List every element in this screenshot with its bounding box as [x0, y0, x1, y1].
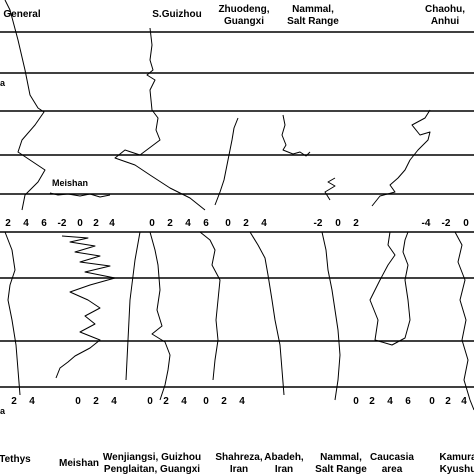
- tethys-curve: [4, 231, 21, 396]
- bottom-panel-curves: [4, 231, 474, 411]
- tick-label: 2: [445, 396, 451, 407]
- meishan-curve: [49, 192, 111, 198]
- tick-label: -2: [442, 218, 451, 229]
- tick-label: 4: [111, 396, 117, 407]
- tick-label: 2: [93, 218, 99, 229]
- tick-label: 0: [203, 396, 209, 407]
- tick-label: 0: [335, 218, 341, 229]
- side-label: a: [0, 406, 6, 416]
- tick-label: 6: [41, 218, 47, 229]
- column-header-line2: Kyushu: [440, 464, 474, 474]
- tick-label: 4: [387, 396, 393, 407]
- column-header: Shahreza,: [215, 452, 262, 463]
- sguizhou-curve: [114, 27, 206, 211]
- column-header-line2: Guangxi: [224, 16, 264, 27]
- tick-label: 4: [109, 218, 115, 229]
- tick-label: 4: [261, 218, 267, 229]
- tick-label: -4: [422, 218, 431, 229]
- tick-label: 0: [147, 396, 153, 407]
- nammal-bottom-curve: [321, 231, 341, 401]
- abadeh-curve: [249, 231, 285, 396]
- tick-label: 0: [77, 218, 83, 229]
- general-curve: [4, 0, 46, 211]
- top-axis-ticks: 2 4 6 -2 0 2 4 0 2 4 6 0 2 4 -2 0 2 -4 -…: [5, 218, 469, 229]
- tick-label: 0: [353, 396, 359, 407]
- tick-label: 4: [29, 396, 35, 407]
- column-header: Abadeh,: [264, 452, 304, 463]
- column-header-line2: Iran: [275, 464, 293, 474]
- tick-label: 0: [429, 396, 435, 407]
- side-label: a: [0, 78, 6, 88]
- meishan-bottom-curve: [55, 235, 116, 379]
- column-header: Wenjiangsi, Guizhou: [103, 452, 201, 463]
- column-header-line2: Penglaitan, Guangxi: [104, 464, 200, 474]
- tick-label: 0: [149, 218, 155, 229]
- tick-label: 2: [369, 396, 375, 407]
- column-header: Kamura: [439, 452, 474, 463]
- column-header-line2: area: [382, 464, 403, 474]
- column-header: Chaohu,: [425, 4, 465, 15]
- tick-label: -2: [58, 218, 67, 229]
- tick-label: 4: [23, 218, 29, 229]
- tick-label: 2: [243, 218, 249, 229]
- tick-label: 2: [93, 396, 99, 407]
- bottom-panel-reference-lines: [0, 231, 474, 388]
- column-header: Nammal,: [320, 452, 362, 463]
- column-header: S.Guizhou: [152, 9, 201, 20]
- tick-label: 0: [225, 218, 231, 229]
- tick-label: -2: [314, 218, 323, 229]
- tick-label: 4: [239, 396, 245, 407]
- tick-label: 2: [221, 396, 227, 407]
- tick-label: 6: [203, 218, 209, 229]
- column-header: Meishan: [59, 458, 99, 469]
- bottom-axis-ticks: 2 4 0 2 4 0 2 4 0 2 4 0 2 4 6 0 2 4 a: [0, 396, 467, 416]
- column-header-line2: Iran: [230, 464, 248, 474]
- tick-label: 2: [11, 396, 17, 407]
- column-header-line2: Salt Range: [315, 464, 367, 474]
- tick-label: 0: [75, 396, 81, 407]
- top-panel-curves: [4, 0, 431, 211]
- shahreza-curve: [199, 231, 221, 381]
- column-header: General: [3, 9, 40, 20]
- penglaitan-curve: [125, 231, 141, 381]
- inline-label: Meishan: [52, 178, 88, 188]
- tick-label: 6: [405, 396, 411, 407]
- tick-label: 2: [163, 396, 169, 407]
- column-header: Tethys: [0, 454, 31, 465]
- kamura-curve: [454, 231, 474, 411]
- column-header: Caucasia: [370, 452, 414, 463]
- tick-label: 2: [5, 218, 11, 229]
- tick-label: 2: [167, 218, 173, 229]
- tick-label: 2: [353, 218, 359, 229]
- zhuodeng-curve: [214, 117, 239, 206]
- column-header: Zhuodeng,: [218, 4, 269, 15]
- nammal-top-lower-curve: [324, 177, 336, 201]
- column-header-line2: Salt Range: [287, 16, 339, 27]
- column-header: Nammal,: [292, 4, 334, 15]
- bottom-panel-headers: Tethys Meishan Wenjiangsi, Guizhou Pengl…: [0, 452, 474, 474]
- chaohu-curve: [371, 109, 431, 207]
- tick-label: 4: [181, 396, 187, 407]
- tick-label: 0: [463, 218, 469, 229]
- tick-label: 4: [185, 218, 191, 229]
- nammal-top-curve: [281, 114, 311, 157]
- tick-label: 4: [461, 396, 467, 407]
- wenjiangsi-curve: [149, 231, 171, 401]
- column-header-line2: Anhui: [431, 16, 460, 27]
- top-panel-reference-lines: [0, 31, 474, 195]
- caucasia-curve: [369, 231, 411, 346]
- top-panel-headers: General S.Guizhou Zhuodeng, Guangxi Namm…: [0, 4, 465, 188]
